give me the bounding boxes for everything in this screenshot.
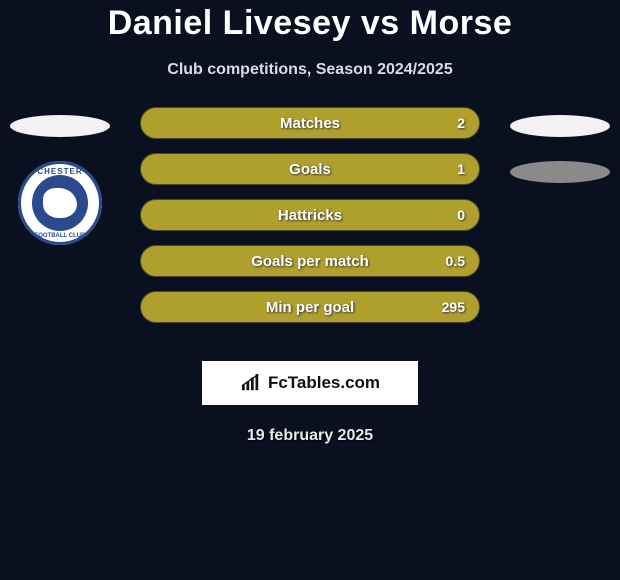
stats-area: CHESTER FOOTBALL CLUB Matches 2 Goals 1	[0, 107, 620, 357]
stat-bar-matches: Matches 2	[140, 107, 480, 139]
badge-club-subtext: FOOTBALL CLUB	[18, 233, 102, 239]
page-subtitle: Club competitions, Season 2024/2025	[0, 61, 620, 79]
footer-date: 19 february 2025	[0, 427, 620, 445]
stat-value: 2	[457, 115, 465, 131]
stat-value: 1	[457, 161, 465, 177]
stat-bars: Matches 2 Goals 1 Hattricks 0 Goals per …	[140, 107, 480, 337]
stat-label: Goals	[289, 161, 331, 178]
badge-inner-circle	[32, 175, 88, 231]
stat-bar-min-per-goal: Min per goal 295	[140, 291, 480, 323]
badge-club-name: CHESTER	[18, 167, 102, 176]
stat-value: 0.5	[446, 253, 465, 269]
stat-value: 0	[457, 207, 465, 223]
stat-label: Hattricks	[278, 207, 342, 224]
stat-label: Min per goal	[266, 299, 354, 316]
page-root: Daniel Livesey vs Morse Club competition…	[0, 0, 620, 580]
page-title: Daniel Livesey vs Morse	[0, 0, 620, 43]
stat-label: Matches	[280, 115, 340, 132]
brand-label: FcTables.com	[268, 373, 380, 393]
lion-icon	[43, 188, 77, 218]
stat-label: Goals per match	[251, 253, 369, 270]
left-ellipse	[10, 115, 110, 137]
badge-outer-ring: CHESTER FOOTBALL CLUB	[18, 161, 102, 245]
stat-value: 295	[442, 299, 465, 315]
left-column: CHESTER FOOTBALL CLUB	[0, 107, 120, 245]
club-badge-chester: CHESTER FOOTBALL CLUB	[18, 161, 102, 245]
stat-bar-goals: Goals 1	[140, 153, 480, 185]
stat-bar-hattricks: Hattricks 0	[140, 199, 480, 231]
right-ellipse-1	[510, 115, 610, 137]
right-column	[500, 107, 620, 207]
right-ellipse-2	[510, 161, 610, 183]
stat-bar-goals-per-match: Goals per match 0.5	[140, 245, 480, 277]
chart-icon	[240, 374, 262, 392]
brand-box[interactable]: FcTables.com	[202, 361, 418, 405]
